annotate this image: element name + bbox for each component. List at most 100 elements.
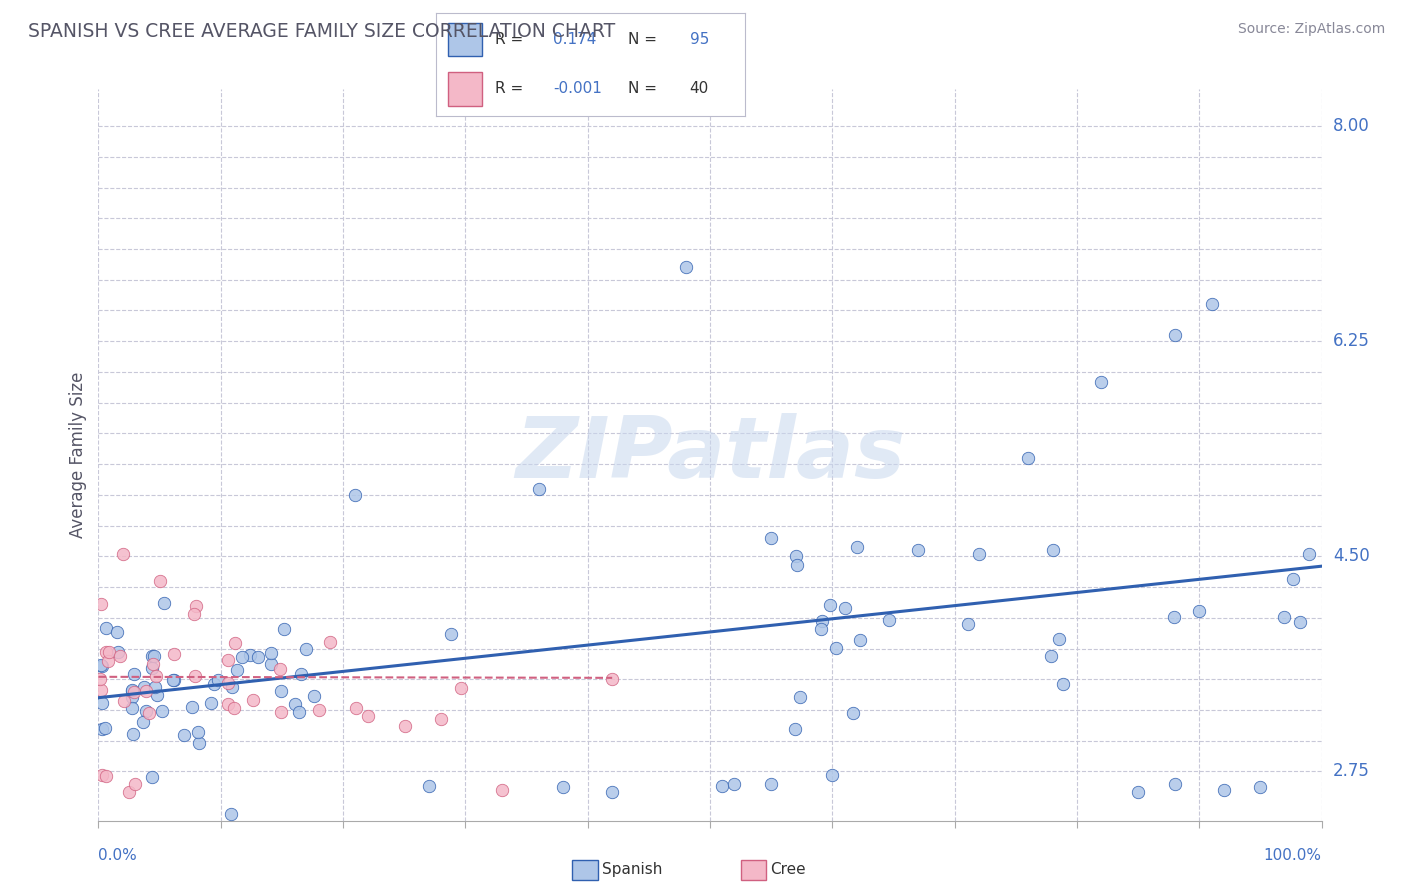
Point [135,684,157,698]
Point [141,770,163,784]
Point [290,667,312,681]
Point [418,779,440,793]
Point [1272,610,1295,624]
Text: Spanish: Spanish [602,863,662,877]
Point [91,696,114,710]
Point [186,599,208,613]
Point [845,540,868,554]
Point [1164,328,1187,343]
Point [821,768,844,782]
Point [224,636,246,650]
Point [273,622,295,636]
Point [89,672,111,686]
Point [1163,610,1185,624]
Point [711,779,734,793]
Point [1249,780,1271,795]
Point [308,703,330,717]
Point [302,689,325,703]
Point [440,627,463,641]
Point [90,597,112,611]
Point [122,727,145,741]
Text: 0.0%: 0.0% [98,848,138,863]
Point [1201,297,1223,311]
Point [90,658,112,673]
Point [825,641,848,656]
Point [260,646,283,660]
Point [810,622,832,636]
Point [142,657,165,672]
Point [600,673,623,687]
Text: 40: 40 [689,81,709,96]
Point [217,653,239,667]
Text: N =: N = [627,32,661,47]
Point [288,705,311,719]
Point [783,722,806,736]
Text: 100.0%: 100.0% [1264,848,1322,863]
Text: 8.00: 8.00 [1333,117,1369,135]
Point [761,777,783,791]
Point [356,709,378,723]
Text: ZIPatlas: ZIPatlas [515,413,905,497]
Point [141,649,163,664]
Point [491,783,513,797]
Point [121,684,143,698]
Point [1188,604,1211,618]
Point [1052,677,1074,691]
Text: 95: 95 [689,32,709,47]
Text: 6.25: 6.25 [1333,332,1369,351]
Point [284,697,307,711]
Point [1212,783,1234,797]
Text: 4.50: 4.50 [1333,548,1369,566]
Point [1017,450,1039,465]
Point [269,661,291,675]
Point [122,685,145,699]
Text: Source: ZipAtlas.com: Source: ZipAtlas.com [1237,22,1385,37]
Point [221,807,243,822]
Point [187,736,209,750]
Text: Cree: Cree [770,863,806,877]
Bar [449,22,482,56]
Point [1128,785,1150,799]
Point [91,722,114,736]
Point [270,684,292,698]
Point [122,666,145,681]
Point [1090,375,1112,389]
Point [111,547,134,561]
Point [295,642,318,657]
Point [221,681,243,695]
Point [811,614,834,628]
Point [1164,777,1187,791]
Point [225,663,247,677]
Point [97,645,120,659]
Point [430,712,453,726]
Point [173,727,195,741]
Point [849,633,872,648]
Point [842,706,865,721]
Point [121,690,143,704]
Point [527,482,550,496]
Point [132,680,155,694]
Point [121,701,143,715]
Point [162,648,184,662]
Point [270,705,292,719]
Point [121,682,143,697]
Point [217,676,239,690]
Text: N =: N = [627,81,661,96]
Point [91,768,114,782]
Point [675,260,697,275]
Point [394,719,416,733]
Point [600,785,623,799]
Point [553,780,575,795]
Point [450,681,472,695]
Text: SPANISH VS CREE AVERAGE FAMILY SIZE CORRELATION CHART: SPANISH VS CREE AVERAGE FAMILY SIZE CORR… [28,22,616,41]
Point [110,648,132,663]
Point [957,617,980,632]
Text: R =: R = [495,81,527,96]
Point [202,677,225,691]
Point [786,558,808,572]
Point [260,657,283,672]
Point [1298,547,1320,561]
Point [93,721,115,735]
Point [142,648,165,663]
Point [152,704,174,718]
